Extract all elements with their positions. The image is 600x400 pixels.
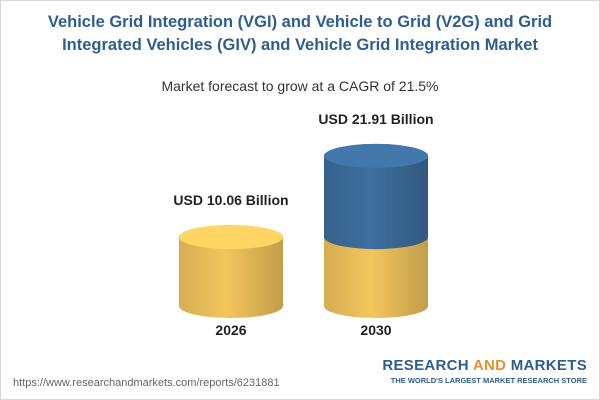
x-tick-label: 2030 <box>360 322 391 338</box>
logo: RESEARCH AND MARKETS THE WORLD'S LARGEST… <box>382 357 587 385</box>
cylinder-top <box>179 225 283 250</box>
cylinder <box>324 143 428 318</box>
x-tick-label: 2026 <box>215 322 246 338</box>
cylinder <box>179 225 283 318</box>
logo-word: MARKETS <box>510 357 587 374</box>
chart-title: Vehicle Grid Integration (VGI) and Vehic… <box>47 13 553 54</box>
logo-word: AND <box>472 357 507 374</box>
value-label: USD 10.06 Billion <box>173 192 288 208</box>
cylinder-body <box>324 143 428 250</box>
logo-tagline: THE WORLD'S LARGEST MARKET RESEARCH STOR… <box>390 376 587 385</box>
logo-word: RESEARCH <box>382 357 469 374</box>
logo-name: RESEARCH AND MARKETS <box>382 357 587 374</box>
chart-subtitle: Market forecast to grow at a CAGR of 21.… <box>161 78 439 94</box>
source-url: https://www.researchandmarkets.com/repor… <box>13 377 280 389</box>
value-label: USD 21.91 Billion <box>318 111 433 127</box>
cylinder-body <box>179 225 283 318</box>
cylinder-body <box>324 225 428 318</box>
cylinder-top <box>324 143 428 168</box>
